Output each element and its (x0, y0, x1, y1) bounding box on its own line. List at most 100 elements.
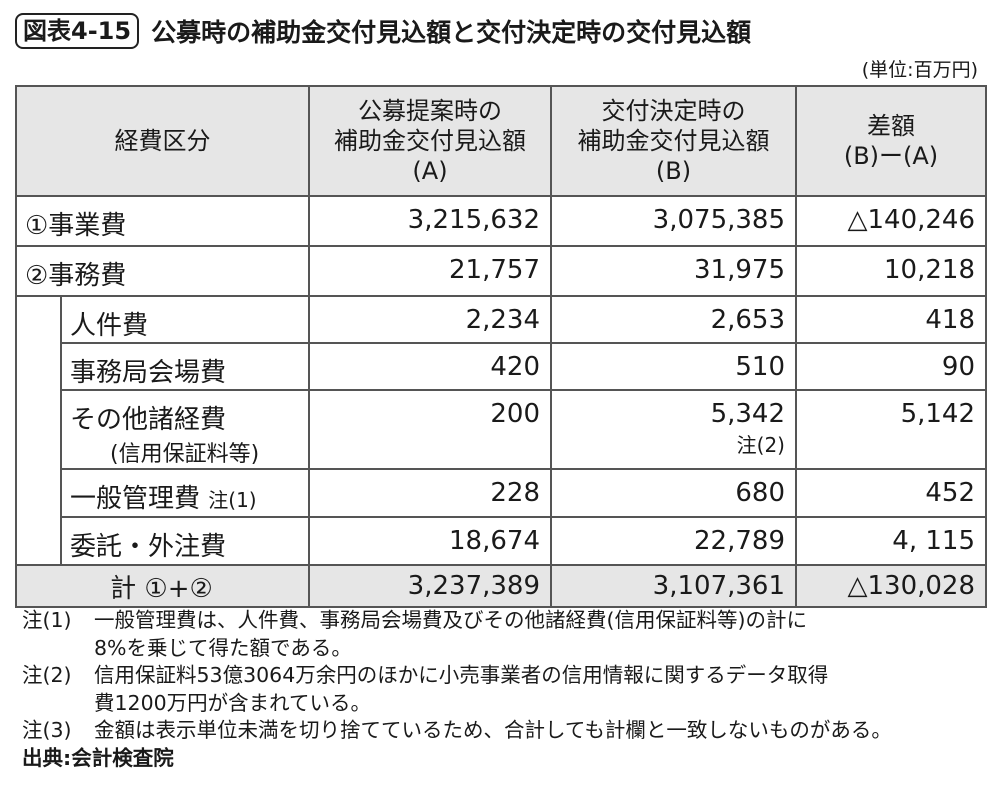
row-label: その他諸経費 (信用保証料等) (60, 389, 310, 470)
value-cell: 18,674 (308, 516, 552, 566)
indent-cell (15, 296, 62, 565)
row-label: 事務局会場費 (60, 342, 310, 391)
header-line: 差額 (867, 112, 915, 140)
value: 680 (735, 478, 785, 508)
label-text: 一般管理費 (70, 484, 201, 514)
value: 418 (925, 305, 975, 335)
value-cell: 510 (550, 342, 797, 391)
table-row: その他諸経費 (信用保証料等) 200 5,342 注(2) 5,142 (16, 389, 987, 470)
value: 90 (941, 352, 975, 382)
header-line: (A) (412, 157, 448, 185)
note-mark: 注(2) (22, 663, 72, 687)
value-cell: 21,757 (308, 245, 552, 297)
value: 228 (490, 478, 540, 508)
value: 510 (735, 352, 785, 382)
note-line: 一般管理費は、人件費、事務局会場費及びその他諸経費(信用保証料等)の計に (94, 608, 807, 632)
value: 5,342 (710, 399, 785, 429)
value-cell: 2,234 (308, 295, 552, 344)
value: 5,142 (900, 399, 975, 429)
label-text: その他諸経費 (70, 405, 227, 435)
value-cell: 4, 115 (795, 516, 987, 566)
value: 2,234 (465, 305, 540, 335)
value: 22,789 (694, 526, 785, 556)
value-cell: 418 (795, 295, 987, 344)
label-text: 事務局会場費 (70, 358, 227, 388)
header-line: 補助金交付見込額 (334, 127, 526, 155)
header-line: 交付決定時の (601, 97, 746, 125)
value-note: 注(2) (736, 433, 785, 457)
header-line: 経費区分 (114, 127, 211, 155)
value: 21,757 (449, 255, 540, 285)
value: 31,975 (694, 255, 785, 285)
value-cell: △130,028 (795, 564, 987, 608)
header-line: (B)ー(A) (843, 142, 939, 170)
label-text: 人件費 (70, 311, 149, 341)
row-label: ②事務費 (15, 245, 310, 297)
row-label: 委託・外注費 (60, 516, 310, 566)
table-row: 人件費 2,234 2,653 418 (15, 295, 987, 565)
label-text: 計 ①+② (110, 573, 213, 604)
table-row: 一般管理費 注(1) 228 680 452 (16, 468, 987, 518)
value: 18,674 (449, 526, 540, 556)
value-cell: 10,218 (795, 245, 987, 297)
value-cell: 680 (550, 468, 797, 518)
sublabel: (信用保証料等) (110, 442, 260, 467)
label-text: ②事務費 (25, 261, 127, 291)
header-line: 補助金交付見込額 (577, 127, 770, 155)
row-label: 人件費 (60, 295, 310, 344)
value-cell: 3,237,389 (308, 564, 552, 608)
value: △140,246 (847, 205, 975, 235)
row-label: 計 ①+② (15, 564, 310, 608)
value: △130,028 (847, 571, 975, 601)
header-line: (B) (655, 157, 692, 185)
value-cell: 420 (308, 342, 552, 391)
column-header: 経費区分 (15, 85, 310, 197)
column-header: 公募提案時の 補助金交付見込額 (A) (308, 85, 552, 197)
table-body: ①事業費 3,215,632 3,075,385 △140,246 ②事務費 21,757… (15, 195, 987, 608)
value-cell: 5,342 注(2) (550, 389, 797, 470)
value-cell: 2,653 (550, 295, 797, 344)
note: 注(1) 一般管理費は、人件費、事務局会場費及びその他諸経費(信用保証料等)の計に… (22, 607, 892, 662)
column-header: 差額 (B)ー(A) (795, 85, 987, 197)
label-note: 注(1) (208, 488, 257, 512)
table: 経費区分 公募提案時の 補助金交付見込額 (A) 交付決定時の 補助金交付見込額 (B)… (15, 85, 987, 608)
value: 420 (490, 352, 540, 382)
note: 注(2) 信用保証料53億3064万余円のほかに小売事業者の信用情報に関するデータ… (22, 662, 892, 717)
row-label: 一般管理費 注(1) (60, 468, 310, 518)
header: 図表4-15 公募時の補助金交付見込額と交付決定時の交付見込額 (15, 12, 751, 50)
note-line: 信用保証料53億3064万余円のほかに小売事業者の信用情報に関するデータ取得 (94, 663, 829, 687)
column-header: 交付決定時の 補助金交付見込額 (B) (550, 85, 797, 197)
value-cell: 90 (795, 342, 987, 391)
header-line: 公募提案時の (358, 97, 502, 125)
note-text: 信用保証料53億3064万余円のほかに小売事業者の信用情報に関するデータ取得 費1… (94, 662, 828, 717)
value: 452 (925, 478, 975, 508)
figure-label: 図表4-15 (15, 13, 140, 49)
value-cell: 5,142 (795, 389, 987, 470)
value: 3,107,361 (652, 571, 785, 601)
table-row: 事務局会場費 420 510 90 (16, 342, 987, 391)
value-cell: △140,246 (795, 195, 987, 247)
source: 出典:会計検査院 (22, 745, 174, 770)
unit: (単位:百万円) (861, 59, 978, 81)
note-line: 金額は表示単位未満を切り捨てているため、合計しても計欄と一致しないものがある。 (94, 718, 892, 742)
table-row: 計 ①+② 3,237,389 3,107,361 △130,028 (15, 564, 987, 608)
value: 200 (490, 399, 540, 429)
value-cell: 3,215,632 (308, 195, 552, 247)
note-text: 一般管理費は、人件費、事務局会場費及びその他諸経費(信用保証料等)の計に 8%を乗… (94, 607, 807, 662)
label-text: 委託・外注費 (70, 532, 227, 562)
table-row: ①事業費 3,215,632 3,075,385 △140,246 (15, 195, 987, 247)
value: 3,237,389 (407, 571, 540, 601)
note-line: 8%を乗じて得た額である。 (94, 635, 352, 660)
header-row: 経費区分 公募提案時の 補助金交付見込額 (A) 交付決定時の 補助金交付見込額 (B)… (15, 85, 987, 197)
value: 4, 115 (892, 526, 975, 556)
table-row: ②事務費 21,757 31,975 10,218 (15, 245, 987, 297)
note-mark: 注(3) (22, 718, 72, 742)
value: 2,653 (710, 305, 785, 335)
row-label: ①事業費 (15, 195, 310, 247)
note: 注(3) 金額は表示単位未満を切り捨てているため、合計しても計欄と一致しないものが… (22, 717, 892, 745)
value-cell: 22,789 (550, 516, 797, 566)
value-cell: 3,075,385 (550, 195, 797, 247)
value: 3,215,632 (407, 205, 540, 235)
table-row: 委託・外注費 18,674 22,789 4, 115 (16, 516, 987, 566)
